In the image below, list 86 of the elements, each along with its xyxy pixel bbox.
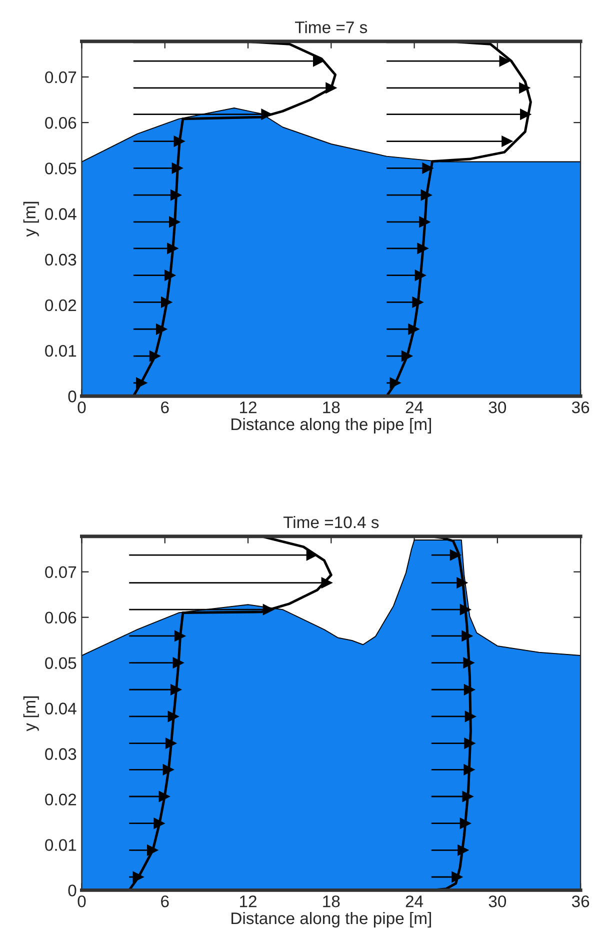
y-axis-title: y [m] (23, 696, 39, 732)
point (460, 818, 472, 830)
point (460, 604, 472, 616)
x-axis-title: Distance along the pipe [m] (232, 418, 431, 434)
point (174, 630, 186, 642)
point (161, 296, 173, 308)
point (456, 576, 468, 589)
point (499, 55, 511, 67)
x-tick-label: 12 (240, 895, 256, 908)
point (464, 710, 476, 722)
point (462, 790, 474, 802)
y-tick-label: 0.01 (45, 839, 76, 851)
point (464, 737, 476, 750)
point (401, 350, 414, 362)
point (417, 242, 429, 254)
y-tick-label: 0.03 (45, 748, 76, 760)
x-tick-label: 36 (572, 895, 590, 908)
x-tick-label: 24 (406, 401, 424, 414)
x-tick-label: 6 (161, 895, 169, 908)
point (422, 162, 434, 174)
point (450, 549, 462, 561)
y-tick-label: 0.05 (45, 657, 76, 669)
y-tick-label: 0.06 (45, 116, 76, 129)
point (520, 108, 532, 120)
point (169, 216, 181, 228)
point (162, 764, 174, 776)
x-tick-label: 30 (488, 895, 506, 908)
x-tick-label: 0 (78, 401, 86, 414)
point (464, 764, 476, 776)
x-tick-label: 30 (488, 401, 506, 414)
point (412, 296, 424, 308)
point (306, 549, 318, 561)
y-tick-label: 0.02 (45, 794, 76, 806)
y-tick-label: 0.07 (45, 566, 76, 578)
point (519, 82, 531, 94)
y-axis-title: y [m] (23, 202, 39, 237)
x-tick-label: 12 (240, 401, 256, 414)
chart-title: Time =10.4 s (283, 516, 379, 528)
point (149, 350, 161, 362)
x-tick-label: 6 (161, 401, 169, 414)
point (408, 323, 420, 335)
x-axis-title: Distance along the pipe [m] (232, 912, 431, 928)
y-tick-label: 0.06 (45, 612, 76, 624)
point (136, 377, 148, 389)
y-tick-label: 0.04 (45, 702, 76, 714)
point (172, 656, 184, 669)
point (174, 135, 186, 148)
point (458, 844, 470, 856)
point (154, 818, 166, 830)
point (502, 135, 514, 148)
point (321, 576, 333, 589)
x-tick-label: 18 (323, 895, 340, 908)
x-tick-label: 24 (406, 895, 424, 908)
point (326, 82, 338, 94)
point (420, 189, 432, 201)
y-tick-label: 0 (68, 884, 76, 896)
point (168, 710, 180, 722)
point (170, 684, 182, 696)
point (414, 270, 426, 282)
point (462, 630, 474, 642)
point (167, 242, 179, 254)
point (158, 790, 170, 802)
y-tick-label: 0.07 (45, 71, 76, 84)
point (170, 189, 182, 201)
point (165, 737, 178, 750)
y-tick-label: 0.03 (45, 254, 76, 266)
point (390, 377, 402, 389)
x-tick-label: 18 (323, 401, 340, 414)
chart-title: Time =7 s (295, 20, 368, 34)
point (164, 270, 176, 282)
point (147, 844, 159, 856)
y-tick-label: 0.04 (45, 208, 76, 220)
point (463, 656, 475, 669)
x-tick-label: 36 (572, 401, 590, 414)
point (464, 684, 476, 696)
point (156, 323, 168, 335)
y-tick-label: 0.01 (45, 344, 76, 357)
point (132, 871, 144, 883)
point (452, 871, 464, 883)
y-tick-label: 0 (68, 390, 76, 402)
x-tick-label: 0 (78, 895, 86, 908)
point (419, 216, 431, 228)
y-tick-label: 0.02 (45, 299, 76, 312)
point (262, 604, 274, 616)
y-tick-label: 0.05 (45, 162, 76, 174)
point (172, 162, 184, 174)
